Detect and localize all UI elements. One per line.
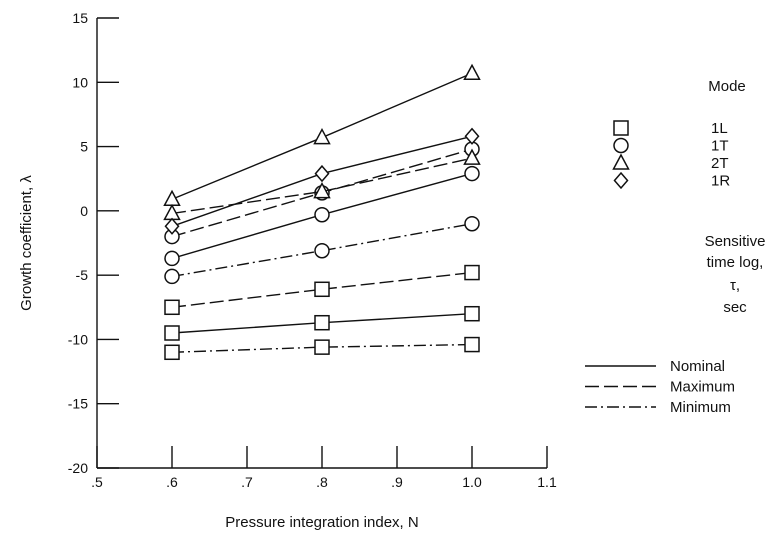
legend-line-label: Maximum bbox=[670, 379, 735, 396]
legend-mode-label: 1R bbox=[711, 173, 730, 190]
x-axis-title: Pressure integration index, N bbox=[225, 514, 418, 531]
data-point-1l-maximum bbox=[164, 299, 180, 316]
legend-line-label: Minimum bbox=[670, 399, 731, 416]
x-tick-label: 1.0 bbox=[462, 474, 482, 490]
data-point-1l-maximum bbox=[464, 264, 480, 281]
x-tick-label: .6 bbox=[166, 474, 178, 490]
legend-mode-label: 1L bbox=[711, 120, 728, 137]
data-point-1l-nominal bbox=[314, 314, 330, 331]
y-axis-title: Growth coefficient, λ bbox=[18, 175, 35, 311]
legend-mode-label: 2T bbox=[711, 155, 729, 172]
data-point-1t-nominal bbox=[164, 250, 180, 267]
data-point-1l-maximum bbox=[314, 281, 330, 298]
y-tick-label: 15 bbox=[72, 10, 88, 26]
data-point-1l-minimum bbox=[164, 344, 180, 361]
series-2t-maximum bbox=[163, 148, 481, 221]
y-tick-label: -5 bbox=[76, 267, 89, 283]
series-1l-nominal bbox=[164, 305, 480, 341]
line-style-legend: Sensitive time log, τ, sec Nominal Maximu… bbox=[585, 233, 765, 416]
y-tick-label: -10 bbox=[68, 331, 88, 347]
line-legend-title-4: sec bbox=[723, 299, 747, 316]
y-tick-label: -15 bbox=[68, 396, 88, 412]
data-point-2t-nominal bbox=[313, 127, 331, 145]
legend-mode-label: 1T bbox=[711, 138, 729, 155]
line-legend-title-3: τ, bbox=[730, 277, 740, 294]
x-tick-label: 1.1 bbox=[537, 474, 557, 490]
data-point-1l-minimum bbox=[314, 339, 330, 355]
legend-line-label: Nominal bbox=[670, 358, 725, 375]
mode-legend-title: Mode bbox=[708, 78, 746, 95]
series-line-1l-minimum bbox=[171, 343, 473, 353]
series-1r-nominal bbox=[164, 127, 480, 235]
data-point-1t-nominal bbox=[464, 165, 480, 182]
data-point-1l-nominal bbox=[464, 305, 480, 322]
legend-marker-circle bbox=[613, 137, 629, 154]
data-point-1l-nominal bbox=[164, 325, 180, 341]
data-point-1r-nominal bbox=[164, 217, 180, 235]
x-tick-label: .7 bbox=[241, 474, 253, 490]
series-2t-nominal bbox=[163, 63, 481, 207]
data-point-1t-minimum bbox=[314, 242, 330, 259]
data-point-2t-maximum bbox=[463, 148, 481, 165]
series-1t-nominal bbox=[164, 165, 480, 267]
data-point-2t-nominal bbox=[163, 189, 181, 207]
y-tick-label: -20 bbox=[68, 460, 88, 476]
series-1l-maximum bbox=[164, 264, 480, 316]
data-point-1r-nominal bbox=[464, 127, 480, 145]
data-point-1r-nominal bbox=[314, 164, 330, 183]
data-point-1t-minimum bbox=[164, 268, 180, 285]
legend-marker-triangle bbox=[612, 153, 630, 170]
series-line-1t-minimum bbox=[171, 223, 473, 278]
series-line-2t-maximum bbox=[171, 157, 473, 215]
series-line-1l-maximum bbox=[171, 271, 473, 308]
axis-ticks: -20 -15 -10 -5 0 5 10 15 .5 .6 .7 .8 .9 1.0 1.1 bbox=[68, 10, 557, 490]
line-legend-title-1: Sensitive bbox=[705, 233, 766, 250]
data-point-1l-minimum bbox=[464, 336, 480, 353]
series-1t-minimum bbox=[164, 215, 480, 285]
y-tick-label: 10 bbox=[72, 74, 88, 90]
data-point-2t-nominal bbox=[463, 63, 481, 81]
x-tick-label: .8 bbox=[316, 474, 328, 490]
x-tick-label: .5 bbox=[91, 474, 103, 490]
legend-marker-square bbox=[613, 120, 629, 136]
legend-marker-diamond bbox=[613, 171, 629, 190]
y-tick-label: 0 bbox=[80, 203, 88, 219]
line-legend-title-2: time log, bbox=[707, 254, 764, 271]
data-point-2t-maximum bbox=[313, 181, 331, 199]
series-1l-minimum bbox=[164, 336, 480, 361]
series-layer bbox=[163, 63, 481, 361]
x-tick-label: .9 bbox=[391, 474, 403, 490]
data-point-1t-nominal bbox=[314, 206, 330, 223]
data-point-1t-minimum bbox=[464, 215, 480, 232]
y-tick-label: 5 bbox=[80, 139, 88, 155]
